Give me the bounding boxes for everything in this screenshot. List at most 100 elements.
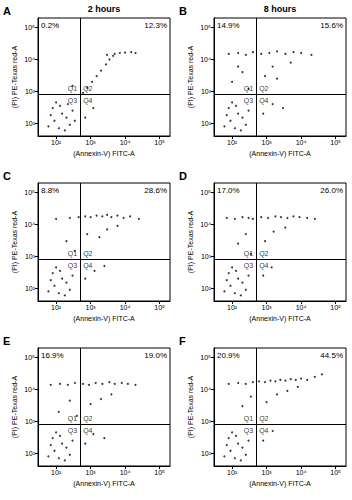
- svg-text:(Annexin-V) FITC-A: (Annexin-V) FITC-A: [73, 150, 135, 158]
- svg-text:Q2: Q2: [259, 415, 268, 423]
- svg-text:E: E: [3, 335, 10, 347]
- svg-text:Q4: Q4: [259, 262, 268, 270]
- svg-text:(Annexin-V) FITC-A: (Annexin-V) FITC-A: [249, 480, 311, 488]
- svg-text:10³: 10³: [201, 253, 212, 260]
- svg-text:10⁵: 10⁵: [154, 139, 165, 146]
- svg-text:Q1: Q1: [244, 415, 253, 423]
- svg-text:Q1: Q1: [68, 250, 77, 258]
- svg-text:10²: 10²: [201, 285, 212, 292]
- svg-text:10³: 10³: [201, 88, 212, 95]
- svg-text:10⁴: 10⁴: [120, 469, 131, 476]
- svg-text:10²: 10²: [227, 139, 238, 146]
- svg-text:10⁴: 10⁴: [200, 221, 211, 228]
- svg-text:10²: 10²: [227, 469, 238, 476]
- svg-text:Q1: Q1: [68, 85, 77, 93]
- svg-text:(PI) PE-Texas red-A: (PI) PE-Texas red-A: [11, 211, 19, 274]
- svg-text:15.6%: 15.6%: [320, 21, 343, 30]
- svg-text:10⁴: 10⁴: [24, 221, 35, 228]
- svg-text:(PI) PE-Texas red-A: (PI) PE-Texas red-A: [11, 46, 19, 109]
- svg-text:10⁵: 10⁵: [24, 189, 35, 196]
- svg-text:A: A: [3, 5, 11, 17]
- svg-text:(Annexin-V) FITC-A: (Annexin-V) FITC-A: [249, 150, 311, 158]
- svg-text:16.9%: 16.9%: [41, 351, 64, 360]
- svg-text:8 hours: 8 hours: [264, 4, 297, 14]
- svg-text:10²: 10²: [51, 304, 62, 311]
- svg-text:Q4: Q4: [83, 262, 92, 270]
- svg-text:10⁵: 10⁵: [200, 354, 211, 361]
- svg-text:10⁴: 10⁴: [296, 469, 307, 476]
- svg-text:10⁵: 10⁵: [24, 24, 35, 31]
- svg-text:10²: 10²: [51, 139, 62, 146]
- svg-text:10³: 10³: [201, 418, 212, 425]
- svg-text:10²: 10²: [25, 450, 36, 457]
- svg-text:10³: 10³: [86, 304, 97, 311]
- svg-text:10²: 10²: [51, 469, 62, 476]
- svg-text:17.0%: 17.0%: [217, 186, 240, 195]
- svg-text:Q4: Q4: [83, 427, 92, 435]
- svg-text:Q4: Q4: [259, 97, 268, 105]
- svg-text:10⁵: 10⁵: [154, 304, 165, 311]
- svg-text:10³: 10³: [262, 304, 273, 311]
- svg-text:(Annexin-V) FITC-A: (Annexin-V) FITC-A: [73, 315, 135, 323]
- svg-text:Q3: Q3: [68, 97, 77, 105]
- svg-text:Q2: Q2: [259, 85, 268, 93]
- svg-text:Q2: Q2: [259, 250, 268, 258]
- svg-text:10²: 10²: [201, 450, 212, 457]
- svg-text:Q1: Q1: [244, 250, 253, 258]
- svg-text:(PI) PE-Texas red-A: (PI) PE-Texas red-A: [11, 376, 19, 439]
- svg-text:10²: 10²: [227, 304, 238, 311]
- svg-text:10⁵: 10⁵: [330, 469, 341, 476]
- svg-text:10⁴: 10⁴: [200, 386, 211, 393]
- svg-text:10³: 10³: [25, 418, 36, 425]
- svg-text:10³: 10³: [262, 139, 273, 146]
- svg-text:D: D: [179, 170, 187, 182]
- svg-text:10⁵: 10⁵: [154, 469, 165, 476]
- svg-text:19.0%: 19.0%: [144, 351, 167, 360]
- svg-text:10³: 10³: [25, 88, 36, 95]
- svg-text:44.5%: 44.5%: [320, 351, 343, 360]
- svg-text:Q2: Q2: [83, 250, 92, 258]
- svg-text:F: F: [179, 335, 186, 347]
- svg-text:Q1: Q1: [244, 85, 253, 93]
- svg-text:12.3%: 12.3%: [144, 21, 167, 30]
- svg-text:10⁴: 10⁴: [24, 386, 35, 393]
- svg-text:Q2: Q2: [83, 85, 92, 93]
- svg-text:10⁴: 10⁴: [120, 139, 131, 146]
- svg-text:10⁴: 10⁴: [296, 304, 307, 311]
- svg-text:Q3: Q3: [244, 262, 253, 270]
- svg-text:Q3: Q3: [68, 427, 77, 435]
- svg-text:Q3: Q3: [244, 97, 253, 105]
- svg-text:(PI) PE-Texas red-A: (PI) PE-Texas red-A: [187, 46, 195, 109]
- svg-text:26.0%: 26.0%: [320, 186, 343, 195]
- svg-text:Q3: Q3: [68, 262, 77, 270]
- svg-text:10⁴: 10⁴: [296, 139, 307, 146]
- svg-text:20.9%: 20.9%: [217, 351, 240, 360]
- svg-text:10³: 10³: [86, 139, 97, 146]
- svg-text:2 hours: 2 hours: [88, 4, 121, 14]
- svg-text:(Annexin-V) FITC-A: (Annexin-V) FITC-A: [73, 480, 135, 488]
- svg-text:(Annexin-V) FITC-A: (Annexin-V) FITC-A: [249, 315, 311, 323]
- svg-text:10⁴: 10⁴: [120, 304, 131, 311]
- svg-text:14.9%: 14.9%: [217, 21, 240, 30]
- svg-text:8.8%: 8.8%: [41, 186, 59, 195]
- svg-text:10³: 10³: [25, 253, 36, 260]
- svg-text:10⁵: 10⁵: [200, 189, 211, 196]
- svg-text:B: B: [179, 5, 187, 17]
- svg-text:10⁵: 10⁵: [330, 304, 341, 311]
- svg-text:Q2: Q2: [83, 415, 92, 423]
- svg-text:10⁵: 10⁵: [330, 139, 341, 146]
- svg-text:10⁵: 10⁵: [200, 24, 211, 31]
- svg-text:Q4: Q4: [259, 427, 268, 435]
- svg-text:10²: 10²: [201, 120, 212, 127]
- svg-text:10³: 10³: [86, 469, 97, 476]
- svg-text:10⁴: 10⁴: [24, 56, 35, 63]
- svg-text:10⁵: 10⁵: [24, 354, 35, 361]
- svg-text:Q1: Q1: [68, 415, 77, 423]
- svg-text:28.6%: 28.6%: [144, 186, 167, 195]
- svg-text:10²: 10²: [25, 285, 36, 292]
- svg-text:10³: 10³: [262, 469, 273, 476]
- svg-text:(PI) PE-Texas red-A: (PI) PE-Texas red-A: [187, 376, 195, 439]
- svg-text:10⁴: 10⁴: [200, 56, 211, 63]
- svg-text:(PI) PE-Texas red-A: (PI) PE-Texas red-A: [187, 211, 195, 274]
- svg-text:Q3: Q3: [244, 427, 253, 435]
